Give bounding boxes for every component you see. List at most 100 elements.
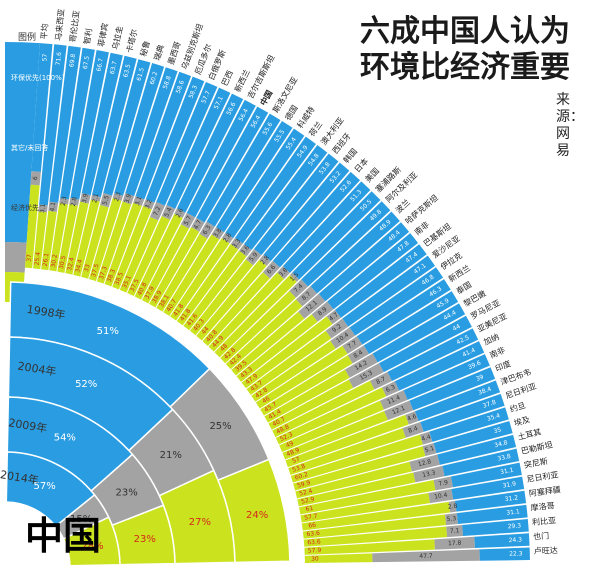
value-label-other: 8.9 [317,306,329,318]
country-label: 智利 [81,28,93,45]
bar-economy [255,345,348,409]
value-label-environment: 31.2 [504,494,518,503]
country-label: 也门 [533,530,550,541]
bar-other [372,549,480,563]
legend-title: 图例 [18,31,36,43]
bar-other [191,217,205,232]
bar-other [199,221,215,239]
country-label: 卡塔尔 [124,28,139,54]
china-value-label: 54% [54,433,76,444]
bar-economy [202,272,270,346]
bar-economy [73,199,100,277]
value-label-other: 47.7 [419,553,433,560]
bar-environment [263,162,350,262]
bar-environment [196,106,269,223]
bar-economy [288,428,406,475]
value-label-other: 12.8 [417,458,432,468]
country-label: 韩国 [341,146,359,165]
bar-environment [363,291,459,355]
bar-economy [214,274,297,358]
value-label-environment: 31.1 [500,467,515,476]
bar-environment [433,421,513,454]
bar-environment [403,354,490,400]
country-label: 巴勒斯坦 [520,439,553,456]
bar-environment [234,136,316,244]
bar-other [409,454,440,472]
bar-economy [170,238,230,321]
country-label: 南非 [412,219,431,237]
china-year-label: 1998年 [26,302,67,322]
bar-other [112,193,124,201]
bar-other [434,536,475,550]
value-label-economy: 57 [291,456,301,465]
value-label-other: 13.3 [422,469,437,479]
bar-other [38,204,48,213]
value-label-other: 4.6 [406,413,418,423]
bar-environment [243,145,328,250]
bar-other [405,411,419,425]
country-label: 约旦 [509,400,527,414]
country-label: 波兰 [393,197,412,215]
bar-other [180,212,196,229]
value-label-economy: 37.3 [98,265,109,280]
country-label: 墨西哥 [166,40,182,66]
bar-environment [292,191,381,280]
value-label-other: 7.4 [293,283,305,295]
bar-other [382,381,400,397]
value-label-other: 5.3 [446,515,456,523]
bar-other [59,197,69,205]
bar-economy [279,400,384,452]
value-label-economy: 48.9 [286,447,301,459]
bar-economy [183,250,247,331]
value-label-economy: 33 [83,263,92,272]
bar-environment [442,448,520,477]
value-label-other: 5.4 [163,206,173,218]
value-label-environment: 31.1 [506,508,520,516]
country-label: 南非 [488,345,507,361]
bar-other [419,431,433,445]
country-label: 日本 [352,156,370,175]
china-value-label: 52% [75,379,97,390]
value-label-environment: 58.8 [162,75,173,90]
country-label: 瑞典 [152,43,166,61]
title-line-2: 环境比经济重要 [360,50,570,85]
value-label-environment: 57.7 [200,90,212,105]
bar-other [422,442,437,457]
value-label-other: 8.4 [407,425,418,435]
value-label-environment: 60.2 [149,71,160,86]
value-label-environment: 71.6 [55,52,63,66]
bar-environment [414,380,501,422]
value-label-economy: 59.9 [296,479,311,489]
country-label: 哥伦比亚 [67,10,81,43]
bar-economy [231,311,305,376]
value-label-economy: 46 [261,395,271,405]
bar-environment [49,45,81,203]
bar-environment [437,434,517,465]
bar-economy [290,434,423,483]
bar-other [402,421,424,438]
value-label-economy: 60.2 [294,471,309,482]
china-year-label: 2014年 [0,467,40,487]
bar-economy [156,233,208,312]
bar-other [298,293,326,319]
bar-economy [41,210,57,271]
bar-environment [409,367,496,411]
bar-economy [119,216,159,293]
value-label-environment: 39 [475,374,485,383]
bar-other [348,363,384,388]
bar-other [174,208,186,218]
country-label: 加纳 [482,331,501,347]
bar-economy [112,205,152,290]
value-label-other: 9.2 [331,323,343,334]
value-label-economy: 37.5 [90,263,101,278]
bar-other [277,266,291,280]
bar-economy [246,330,332,395]
value-label-environment: 22.3 [509,550,523,557]
value-label-economy: 53.8 [291,463,306,474]
bar-economy [141,224,190,304]
value-label-economy: 34.4 [74,259,84,274]
value-label-other: 6.6 [266,264,278,276]
bar-other [100,193,113,208]
